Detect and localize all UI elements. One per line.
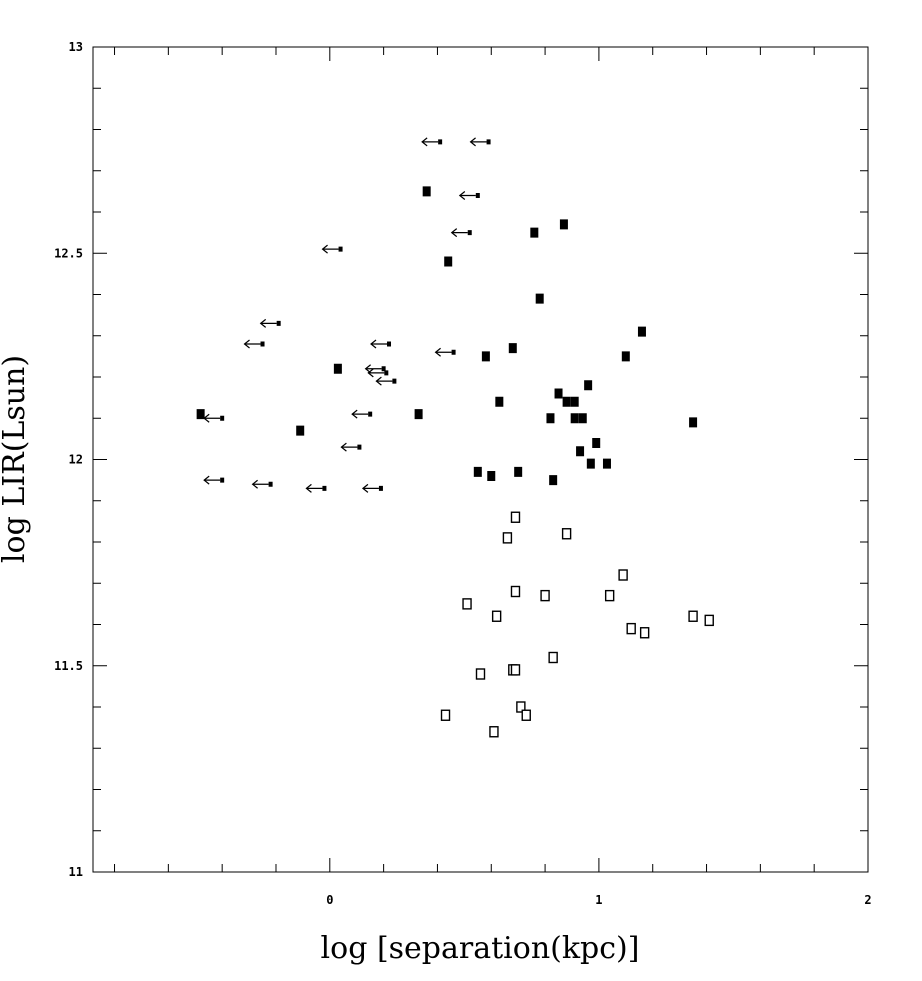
open-square-point xyxy=(639,627,650,639)
y-tick-label: 11.5 xyxy=(54,659,83,673)
open-square-point xyxy=(440,709,451,721)
upper-limit-arrow-point xyxy=(421,137,443,147)
upper-limit-arrow-point xyxy=(367,368,389,378)
filled-square-point xyxy=(535,293,544,304)
plot-frame xyxy=(92,46,869,873)
filled-square-point xyxy=(689,417,698,428)
open-square-point xyxy=(510,511,521,523)
y-axis-title: log LIR(Lsun) xyxy=(0,355,32,563)
filled-square-point xyxy=(196,409,205,420)
filled-square-point xyxy=(562,396,571,407)
upper-limit-arrow-point xyxy=(370,339,392,349)
upper-limit-arrow-point xyxy=(259,318,281,328)
upper-limit-arrow-point xyxy=(243,339,265,349)
filled-square-point xyxy=(559,219,568,230)
upper-limit-arrow-point xyxy=(203,413,225,423)
filled-square-point xyxy=(576,446,585,457)
open-square-point xyxy=(548,651,558,664)
filled-square-point xyxy=(422,186,431,197)
upper-limit-arrow-point xyxy=(251,479,273,489)
y-tick-label: 11 xyxy=(69,865,83,879)
filled-square-point xyxy=(570,413,579,424)
open-square-point xyxy=(521,709,531,721)
open-square-point xyxy=(510,664,521,676)
filled-square-point xyxy=(530,227,539,238)
filled-square-point xyxy=(546,413,555,424)
open-square-point xyxy=(704,614,714,627)
upper-limit-arrow-point xyxy=(364,364,386,374)
y-tick-label: 12.5 xyxy=(54,246,83,260)
open-square-point xyxy=(626,622,636,635)
open-square-point xyxy=(489,726,499,738)
filled-square-point xyxy=(554,388,563,399)
upper-limit-arrow-point xyxy=(361,483,383,493)
filled-square-point xyxy=(514,466,523,477)
open-square-point xyxy=(540,589,550,602)
filled-square-point xyxy=(487,471,496,481)
filled-square-point xyxy=(584,380,593,391)
axis-ticks xyxy=(93,46,869,873)
upper-limit-arrow-point xyxy=(340,442,362,452)
filled-square-point xyxy=(602,458,611,469)
upper-limit-arrow-point xyxy=(469,137,491,147)
filled-square-point xyxy=(549,475,558,486)
open-square-point xyxy=(604,589,615,602)
upper-limit-arrow-point xyxy=(351,409,373,419)
upper-limit-arrow-point xyxy=(375,376,397,386)
open-square-point xyxy=(475,668,486,680)
open-square-point xyxy=(688,610,698,622)
filled-square-point xyxy=(592,438,601,448)
filled-square-point xyxy=(621,351,630,362)
x-tick-label: 2 xyxy=(864,893,871,907)
x-axis-title: log [separation(kpc)] xyxy=(321,931,640,966)
open-square-point xyxy=(618,569,628,581)
y-tick-label: 13 xyxy=(69,40,83,54)
filled-square-point xyxy=(296,425,305,436)
upper-limit-arrow-point xyxy=(458,191,480,200)
filled-square-point xyxy=(444,256,453,267)
filled-square-point xyxy=(333,363,342,374)
filled-square-point xyxy=(495,396,504,407)
upper-limit-arrow-point xyxy=(321,244,343,254)
filled-square-point xyxy=(481,351,490,362)
filled-square-point xyxy=(414,409,423,420)
data-marks xyxy=(196,137,714,738)
upper-limit-arrow-point xyxy=(434,347,456,357)
y-tick-label: 12 xyxy=(69,453,83,467)
filled-square-point xyxy=(508,343,517,354)
filled-square-point xyxy=(586,458,595,469)
open-square-point xyxy=(491,610,502,622)
upper-limit-arrow-point xyxy=(203,475,225,485)
open-square-point xyxy=(462,598,472,610)
upper-limit-arrow-point xyxy=(450,228,472,238)
x-tick-label: 0 xyxy=(326,893,333,907)
filled-square-point xyxy=(473,466,482,477)
open-square-point xyxy=(516,701,526,713)
open-square-point xyxy=(510,585,521,598)
open-square-point xyxy=(561,528,572,540)
upper-limit-arrow-point xyxy=(305,483,327,493)
filled-square-point xyxy=(570,396,579,407)
filled-square-point xyxy=(637,326,646,337)
open-square-point xyxy=(502,532,513,544)
filled-square-point xyxy=(578,413,587,424)
x-tick-label: 1 xyxy=(595,893,602,907)
